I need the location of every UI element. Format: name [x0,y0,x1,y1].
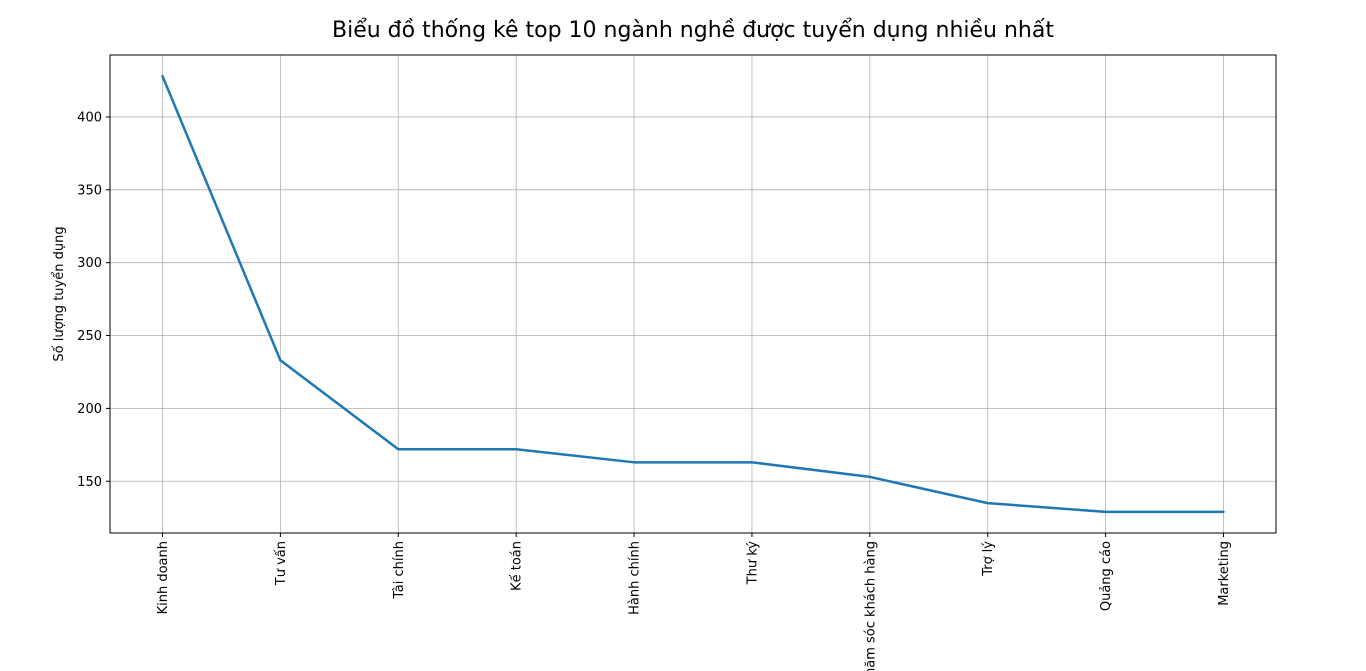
data-point [397,448,400,451]
data-point [1222,510,1225,514]
x-tick-label: Marketing [1217,541,1232,606]
x-tick-label: Kế toán [510,541,525,591]
x-tick-label: Thư ký [745,541,760,586]
y-tick-label: 200 [77,402,102,417]
data-point [1104,510,1107,514]
data-point [868,475,872,479]
x-tick-label: Hành chính [628,541,643,615]
y-tick-label: 150 [77,475,102,490]
plot-frame [109,54,1277,534]
grid-lines [110,55,1276,533]
data-point [986,501,989,505]
series-line [161,75,1224,514]
x-tick-label: Tài chính [392,541,407,600]
chart-title: Biểu đồ thống kê top 10 ngành nghề được … [332,18,1054,43]
x-tick-label: Kinh doanh [156,541,171,614]
y-tick-label: 250 [77,329,102,344]
x-tick-label: Tư vấn [274,541,289,586]
axes: Kinh doanh Tư vấn Tài chính Kế toán Hành chí… [77,110,1232,671]
data-point [750,461,754,464]
data-point [161,74,164,78]
data-point [279,359,282,362]
data-point [514,448,518,451]
x-tick-label: Chăm sóc khách hàng [863,541,878,671]
x-tick-label: Trợ lý [981,541,996,577]
x-tick-label: Quảng cáo [1099,541,1114,611]
y-axis-label: Số lượng tuyển dụng [52,226,67,361]
data-point [632,461,636,464]
y-tick-label: 400 [77,110,102,125]
series-layer [161,74,1225,514]
y-tick-label: 350 [77,183,102,198]
y-tick-label: 300 [77,256,102,271]
